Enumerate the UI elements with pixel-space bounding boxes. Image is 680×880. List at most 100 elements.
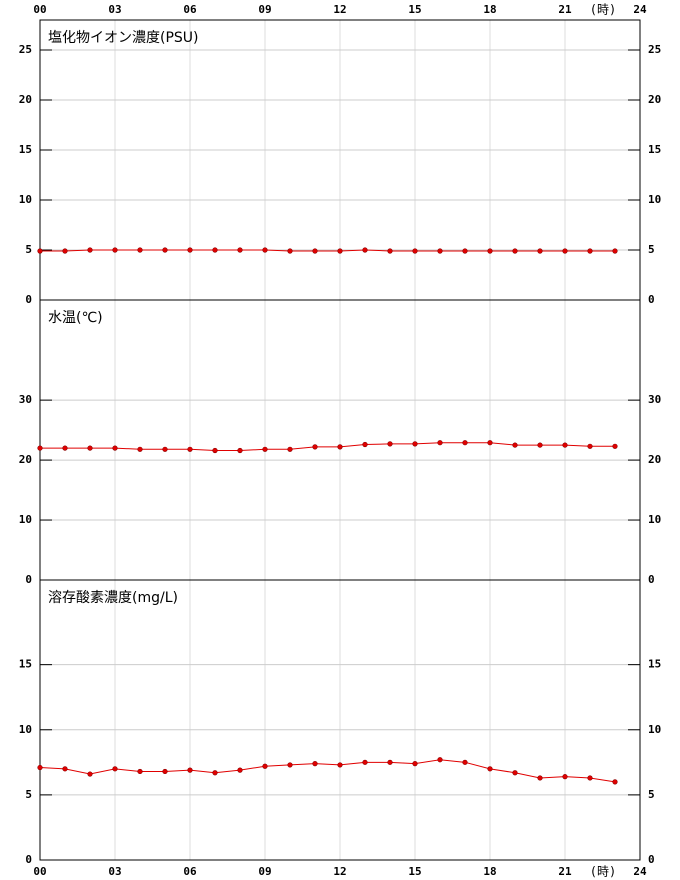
x-tick-label: 06 <box>183 3 197 16</box>
data-point <box>412 441 418 447</box>
y-tick-label: 20 <box>19 453 32 466</box>
data-point <box>37 248 43 254</box>
y-tick-label: 15 <box>648 143 661 156</box>
data-point <box>462 759 468 765</box>
data-point <box>62 445 68 451</box>
data-point <box>187 446 193 452</box>
data-point <box>62 766 68 772</box>
data-point <box>212 447 218 454</box>
data-point <box>312 761 318 767</box>
x-tick-label: 12 <box>333 3 346 16</box>
data-point <box>387 759 393 765</box>
data-point <box>262 247 268 253</box>
x-tick-label: 15 <box>408 865 421 878</box>
data-point <box>87 247 93 253</box>
y-tick-label: 15 <box>19 658 32 671</box>
data-point <box>287 762 293 768</box>
data-point <box>587 248 593 254</box>
data-point <box>612 779 618 785</box>
data-point <box>562 774 568 780</box>
data-point <box>487 440 493 446</box>
data-point <box>587 443 593 449</box>
data-point <box>162 247 168 253</box>
y-tick-label: 0 <box>25 573 32 586</box>
series-line <box>40 249 615 252</box>
x-tick-label: 24 <box>633 3 647 16</box>
data-point <box>162 446 168 452</box>
data-point <box>362 247 368 253</box>
y-tick-label: 0 <box>648 573 655 586</box>
y-tick-label: 15 <box>648 658 661 671</box>
series-line <box>39 759 616 783</box>
data-point <box>412 248 418 254</box>
data-point <box>62 248 68 254</box>
y-tick-label: 10 <box>19 193 32 206</box>
data-point <box>162 768 168 775</box>
data-point <box>437 440 443 446</box>
x-tick-label: 18 <box>483 865 496 878</box>
series-line <box>40 442 615 451</box>
y-tick-label: 20 <box>648 93 661 106</box>
y-tick-label: 10 <box>648 513 661 526</box>
x-unit: (時) <box>590 865 616 879</box>
x-tick-label: 00 <box>33 865 46 878</box>
data-point <box>362 441 368 448</box>
data-point <box>362 759 368 765</box>
data-point <box>237 247 243 253</box>
data-point <box>112 766 118 772</box>
data-point <box>312 248 318 254</box>
data-point <box>212 247 218 253</box>
x-tick-label: 21 <box>558 865 572 878</box>
data-point <box>312 444 318 450</box>
data-point <box>262 763 268 769</box>
data-point <box>537 442 543 448</box>
data-point <box>337 444 343 450</box>
data-point <box>412 761 418 767</box>
y-tick-label: 15 <box>19 143 32 156</box>
x-tick-label: 03 <box>108 865 121 878</box>
data-point <box>87 445 93 451</box>
panel-title: 溶存酸素濃度(mg/L) <box>48 590 178 606</box>
data-point <box>512 248 518 254</box>
y-tick-label: 0 <box>648 853 655 866</box>
y-tick-label: 0 <box>25 853 32 866</box>
data-point <box>287 248 293 254</box>
data-point <box>487 766 493 772</box>
x-tick-label: 21 <box>558 3 572 16</box>
data-point <box>487 248 493 254</box>
data-point <box>87 771 93 777</box>
y-tick-label: 5 <box>648 788 655 801</box>
data-point <box>437 248 443 254</box>
y-tick-label: 20 <box>648 453 661 466</box>
panel-frame <box>39 579 641 861</box>
y-tick-label: 10 <box>19 513 32 526</box>
y-tick-label: 20 <box>19 93 32 106</box>
y-tick-label: 10 <box>19 723 32 736</box>
data-point <box>262 446 268 452</box>
y-tick-label: 0 <box>25 293 32 306</box>
y-tick-label: 0 <box>648 293 655 306</box>
x-tick-label: 03 <box>108 3 121 16</box>
data-point <box>562 442 568 448</box>
data-point <box>437 757 443 763</box>
y-tick-label: 10 <box>648 193 661 206</box>
data-point <box>112 247 118 253</box>
x-tick-label: 18 <box>483 3 496 16</box>
data-point <box>237 767 243 773</box>
data-point <box>137 768 143 775</box>
data-point <box>587 775 593 781</box>
y-tick-label: 25 <box>19 43 32 56</box>
data-point <box>137 446 143 452</box>
y-tick-label: 5 <box>25 788 32 801</box>
y-tick-label: 10 <box>648 723 661 736</box>
data-point <box>462 440 468 446</box>
data-point <box>387 248 393 254</box>
x-tick-label: 09 <box>258 3 271 16</box>
y-tick-label: 30 <box>648 393 661 406</box>
x-tick-label: 15 <box>408 3 421 16</box>
x-tick-label: 00 <box>33 3 46 16</box>
y-tick-label: 5 <box>648 243 655 256</box>
data-point <box>337 248 343 254</box>
